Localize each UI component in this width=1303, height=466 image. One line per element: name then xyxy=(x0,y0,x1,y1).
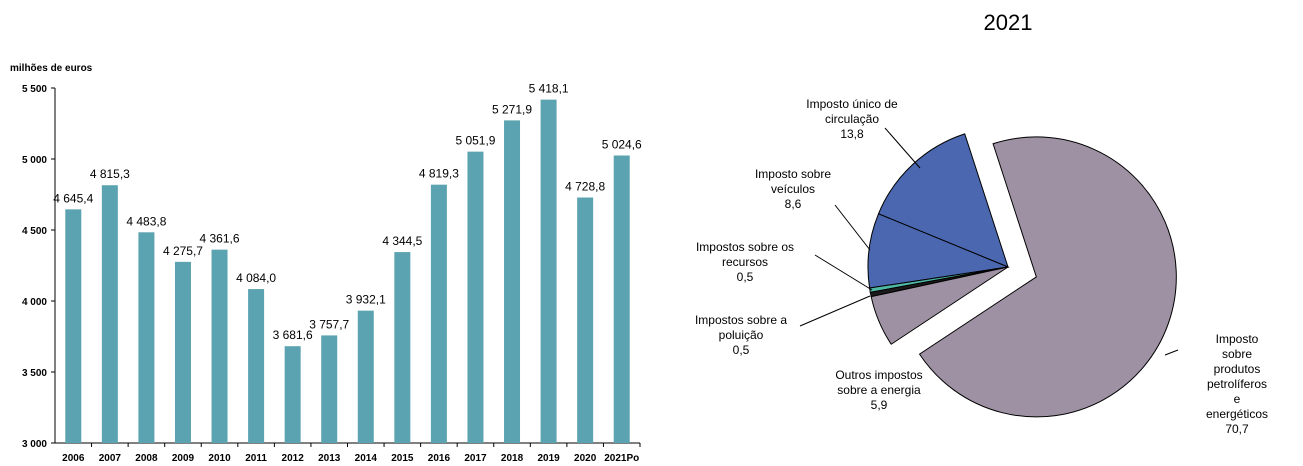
y-tick-label: 5 500 xyxy=(22,84,47,95)
x-tick-label: 2006 xyxy=(62,453,85,464)
value-label: 3 681,6 xyxy=(273,328,313,342)
bar xyxy=(467,151,484,444)
value-label: 4 361,6 xyxy=(200,232,240,246)
y-tick-label: 3 000 xyxy=(22,439,47,450)
x-tick-label: 2012 xyxy=(282,453,305,464)
x-tick-label: 2018 xyxy=(501,453,524,464)
x-tick-label: 2008 xyxy=(135,453,158,464)
slice-label: Outros impostos sobre a energia xyxy=(835,368,923,397)
bar xyxy=(138,232,155,443)
bar xyxy=(540,99,557,444)
slice-label: Impostos sobre a poluição xyxy=(694,313,788,342)
y-axis-label: milhões de euros xyxy=(10,63,93,74)
value-label: 4 483,8 xyxy=(126,214,166,228)
value-label: 5 418,1 xyxy=(529,82,569,96)
slice-value-label: 13,8 xyxy=(840,127,864,141)
slice-value-label: 0,5 xyxy=(736,270,754,284)
pie-slice xyxy=(918,136,1177,418)
x-tick-label: 2019 xyxy=(537,453,560,464)
pie-slice xyxy=(877,133,1009,268)
bar xyxy=(613,155,630,443)
y-tick-label: 4 000 xyxy=(22,297,47,308)
y-tick-label: 5 000 xyxy=(22,155,47,166)
x-tick-label: 2020 xyxy=(574,453,597,464)
y-tick-label: 3 500 xyxy=(22,368,47,379)
leader-line xyxy=(799,295,871,327)
bar xyxy=(577,197,594,443)
leader-line xyxy=(1164,349,1179,356)
slice-label: Imposto único de circulação xyxy=(806,97,898,126)
leader-line xyxy=(884,127,921,169)
leader-line xyxy=(834,204,871,251)
bar xyxy=(174,261,191,443)
slice-value-label: 5,9 xyxy=(870,398,888,412)
bar xyxy=(430,184,447,443)
slice-label: Imposto sobre produtos petrolíferos e en… xyxy=(1205,332,1269,421)
bar xyxy=(394,252,411,443)
bar xyxy=(321,335,338,443)
value-label: 4 815,3 xyxy=(90,167,130,181)
x-tick-label: 2017 xyxy=(464,453,487,464)
x-tick-label: 2009 xyxy=(172,453,195,464)
value-label: 5 271,9 xyxy=(492,102,532,116)
value-label: 3 757,7 xyxy=(309,317,349,331)
bar xyxy=(248,289,265,443)
slice-label: Imposto sobre veículos xyxy=(754,167,832,196)
bar xyxy=(211,249,228,443)
x-tick-label: 2013 xyxy=(318,453,341,464)
value-label: 4 084,0 xyxy=(236,271,276,285)
x-tick-label: 2014 xyxy=(355,453,378,464)
x-tick-label: 2010 xyxy=(208,453,231,464)
slice-value-label: 70,7 xyxy=(1225,422,1249,436)
value-label: 4 275,7 xyxy=(163,244,203,258)
value-label: 4 344,5 xyxy=(382,234,422,248)
slice-value-label: 8,6 xyxy=(784,197,802,211)
x-tick-label: 2015 xyxy=(391,453,414,464)
y-tick-label: 4 500 xyxy=(22,226,47,237)
bar xyxy=(357,310,374,443)
bar xyxy=(504,120,521,443)
slice-label: Impostos sobre os recursos xyxy=(695,240,795,269)
bar xyxy=(101,185,118,443)
value-label: 4 819,3 xyxy=(419,167,459,181)
pie-slice xyxy=(870,266,1009,345)
x-tick-label: 2011 xyxy=(245,453,267,464)
bar xyxy=(284,346,301,443)
value-label: 4 728,8 xyxy=(565,180,605,194)
slice-value-label: 0,5 xyxy=(732,343,750,357)
value-label: 5 024,6 xyxy=(602,138,642,152)
value-label: 4 645,4 xyxy=(53,191,93,205)
x-tick-label: 2021Po xyxy=(604,453,639,464)
x-tick-label: 2016 xyxy=(428,453,451,464)
value-label: 5 051,9 xyxy=(455,134,495,148)
leader-line xyxy=(814,254,873,291)
x-tick-label: 2007 xyxy=(99,453,122,464)
value-label: 3 932,1 xyxy=(346,293,386,307)
bar xyxy=(65,209,82,443)
pie-title: 2021 xyxy=(984,10,1033,35)
